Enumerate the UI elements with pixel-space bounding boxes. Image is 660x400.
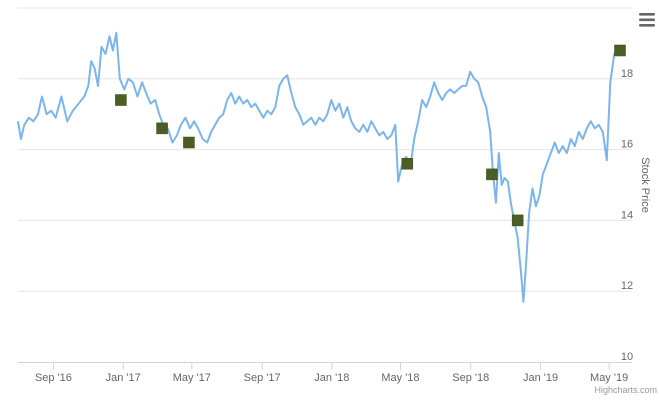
x-tick-label: May '18 [381,372,419,384]
y-tick-label: 14 [621,209,633,221]
x-tick-label: Jan '17 [106,372,141,384]
x-tick-label: Jan '19 [523,372,558,384]
flag-marker[interactable] [486,168,498,181]
flag-markers [115,44,626,227]
hamburger-menu-icon[interactable] [638,11,656,29]
flag-marker[interactable] [401,158,414,170]
flag-marker[interactable] [183,136,195,149]
x-tick-label: Jan '18 [314,372,349,384]
flag-marker[interactable] [511,214,524,227]
y-tick-label: 16 [621,139,633,151]
y-tick-label: 18 [621,68,633,80]
y-axis-title: Stock Price [639,157,651,213]
flag-marker[interactable] [614,44,626,57]
x-tick-label: May '19 [590,372,628,384]
y-tick-label: 10 [621,351,633,363]
x-tick-label: Sep '18 [452,372,489,384]
flag-marker[interactable] [156,122,168,135]
y-axis: 10 12 14 16 18 [621,68,633,363]
x-tick-label: May '17 [173,372,211,384]
x-tick-label: Sep '16 [35,372,72,384]
y-tick-label: 12 [621,280,633,292]
x-tick-label: Sep '17 [244,372,281,384]
series-line [17,31,620,303]
x-axis: Sep '16 Jan '17 May '17 Sep '17 Jan '18 May '… [18,362,632,384]
flag-marker[interactable] [115,94,127,106]
credits-link[interactable]: Highcharts.com [594,385,657,395]
